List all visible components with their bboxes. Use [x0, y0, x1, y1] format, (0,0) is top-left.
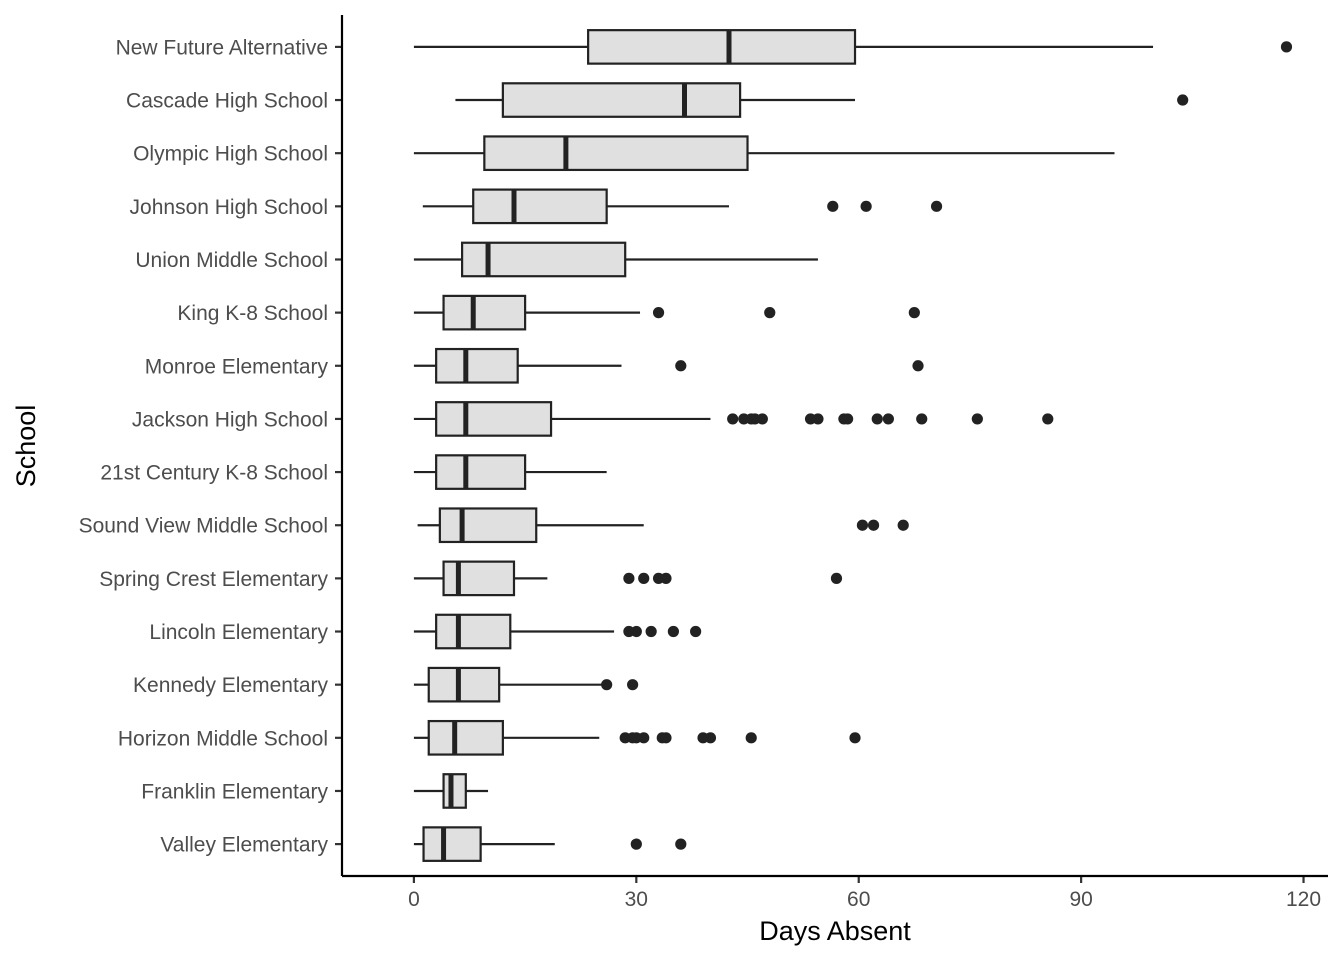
box-group — [413, 29, 1293, 65]
iqr-box — [472, 188, 608, 225]
iqr-box — [587, 29, 857, 65]
iqr-box — [422, 826, 482, 862]
box-group — [413, 666, 639, 703]
outlier-point — [916, 413, 928, 425]
outlier-point — [727, 413, 739, 425]
y-axis-title: School — [11, 405, 41, 488]
outlier-point — [930, 200, 943, 212]
outlier-point — [675, 838, 687, 850]
iqr-box — [435, 401, 553, 437]
outlier-point — [645, 625, 657, 638]
x-tick-label: 120 — [1286, 888, 1321, 911]
y-tick-label: New Future Alternative — [116, 36, 328, 59]
outlier-point — [660, 732, 672, 744]
y-tick-label: Sound View Middle School — [79, 515, 328, 538]
y-tick-label: Olympic High School — [133, 143, 328, 166]
outlier-point — [842, 413, 854, 425]
outlier-point — [849, 732, 861, 744]
outlier-point — [827, 200, 839, 212]
outlier-point — [652, 307, 665, 319]
outlier-point — [882, 413, 894, 425]
iqr-box — [427, 719, 504, 756]
box-group — [413, 135, 1115, 172]
outlier-point — [630, 625, 642, 638]
box-group — [413, 347, 924, 384]
y-tick-label: Lincoln Elementary — [149, 621, 328, 644]
outlier-point — [627, 679, 639, 691]
y-tick-label: Franklin Elementary — [141, 780, 328, 803]
boxes-layer — [413, 29, 1293, 862]
outlier-point — [867, 519, 880, 531]
iqr-box — [442, 560, 516, 597]
outlier-point — [764, 307, 776, 319]
box-group — [413, 454, 607, 490]
box-group — [455, 82, 1189, 118]
x-tick-label: 0 — [408, 888, 420, 911]
iqr-box — [435, 454, 527, 490]
outlier-point — [704, 732, 717, 744]
box-group — [413, 719, 861, 756]
outlier-point — [675, 360, 687, 372]
outlier-point — [601, 679, 613, 691]
outlier-point — [638, 572, 650, 584]
y-tick-label: Spring Crest Elementary — [99, 568, 328, 591]
y-tick-label: 21st Century K-8 School — [100, 462, 328, 485]
x-axis-title: Days Absent — [759, 916, 911, 946]
outlier-point — [971, 413, 983, 425]
y-tick-label: Cascade High School — [126, 90, 328, 113]
outlier-point — [871, 413, 883, 425]
outlier-point — [667, 625, 679, 638]
iqr-box — [435, 347, 519, 384]
outlier-point — [812, 413, 824, 425]
outlier-point — [860, 200, 872, 212]
box-group — [417, 507, 909, 544]
x-ticks: 0 30 60 90 120 — [408, 876, 1321, 911]
outlier-point — [912, 360, 924, 372]
x-tick-label: 30 — [625, 888, 648, 911]
x-tick-label: 60 — [847, 888, 870, 911]
iqr-box — [427, 666, 501, 703]
iqr-box — [438, 507, 538, 544]
outlier-point — [856, 519, 869, 531]
outlier-point — [1042, 413, 1054, 425]
outlier-point — [690, 625, 702, 638]
outlier-point — [623, 572, 635, 584]
y-tick-label: Monroe Elementary — [145, 355, 329, 378]
outlier-point — [630, 838, 642, 850]
y-tick-label: King K-8 School — [177, 302, 328, 325]
outlier-point — [745, 732, 757, 744]
x-tick-label: 90 — [1069, 888, 1092, 911]
iqr-box — [442, 294, 527, 331]
box-group — [413, 294, 920, 331]
y-tick-label: Kennedy Elementary — [133, 674, 328, 697]
y-tick-label: Valley Elementary — [160, 834, 328, 857]
outlier-point — [660, 572, 672, 584]
iqr-box — [442, 773, 467, 809]
outlier-point — [756, 413, 768, 425]
iqr-box — [501, 82, 742, 118]
box-group — [413, 560, 843, 597]
iqr-box — [483, 135, 749, 172]
box-group — [413, 613, 702, 650]
box-group — [413, 826, 687, 862]
box-group — [422, 188, 943, 225]
y-tick-label: Horizon Middle School — [118, 727, 328, 750]
box-group — [413, 241, 818, 278]
box-group — [413, 773, 489, 809]
y-tick-labels: New Future Alternative Cascade High Schoo… — [79, 36, 342, 857]
y-tick-label: Johnson High School — [130, 196, 328, 219]
y-tick-label: Union Middle School — [135, 249, 328, 272]
outlier-point — [908, 307, 920, 319]
outlier-point — [1177, 94, 1189, 106]
outlier-point — [638, 732, 650, 744]
y-tick-label: Jackson High School — [132, 408, 328, 431]
outlier-point — [1280, 41, 1293, 53]
outlier-point — [830, 572, 843, 584]
iqr-box — [435, 613, 512, 650]
box-group — [413, 401, 1054, 437]
outlier-point — [897, 519, 909, 531]
